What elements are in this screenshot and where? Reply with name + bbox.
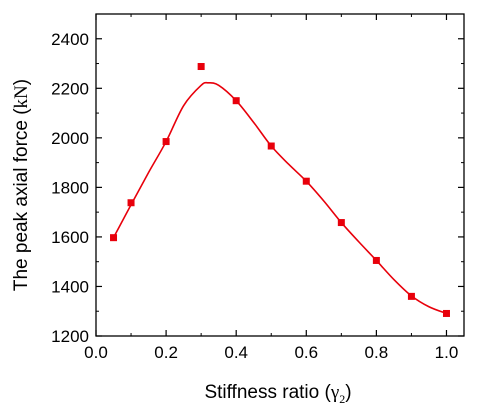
y-tick-label: 2200 xyxy=(51,79,89,98)
x-axis-title: Stiffness ratio (γ2) xyxy=(204,382,351,406)
data-point-marker xyxy=(197,63,205,71)
x-tick-label: 0.4 xyxy=(224,343,248,362)
y-tick-label: 1800 xyxy=(51,178,89,197)
data-point-marker xyxy=(110,234,118,242)
data-point-marker xyxy=(267,142,275,150)
y-tick-label: 1400 xyxy=(51,277,89,296)
plot-area-frame xyxy=(95,13,465,337)
data-point-marker xyxy=(232,97,240,105)
y-tick-label: 2400 xyxy=(51,30,89,49)
x-tick-label: 0.6 xyxy=(294,343,318,362)
x-tick-label: 0.0 xyxy=(84,343,108,362)
x-tick-label: 0.2 xyxy=(154,343,178,362)
data-point-marker xyxy=(372,256,380,264)
y-axis-title: The peak axial force (kN) xyxy=(11,79,32,291)
y-tick-label: 2000 xyxy=(51,129,89,148)
data-point-marker xyxy=(162,138,170,146)
x-tick-label: 0.8 xyxy=(365,343,389,362)
x-tick-label: 1.0 xyxy=(435,343,459,362)
data-point-marker xyxy=(442,309,450,317)
fitted-curve-line xyxy=(112,81,447,315)
data-point-marker xyxy=(407,292,415,300)
x-axis-title-symbol: γ xyxy=(330,382,339,403)
y-tick-label: 1600 xyxy=(51,228,89,247)
data-point-marker xyxy=(302,177,310,185)
data-point-marker xyxy=(337,219,345,227)
y-axis-title-unit: kN xyxy=(11,85,32,109)
y-tick-label: 1200 xyxy=(51,327,89,346)
data-point-marker xyxy=(127,199,135,207)
x-axis-title-subscript: 2 xyxy=(339,392,345,406)
